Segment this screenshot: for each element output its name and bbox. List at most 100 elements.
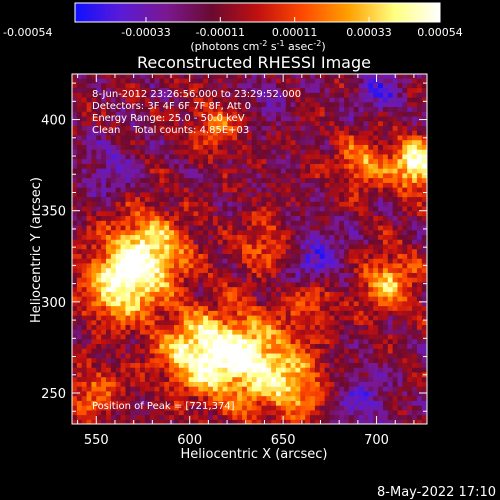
heatmap-pixel [276, 371, 282, 378]
heatmap-pixel [246, 234, 253, 240]
heatmap-pixel [174, 296, 180, 302]
heatmap-pixel [402, 395, 408, 401]
heatmap-pixel [392, 224, 399, 231]
heatmap-pixel [159, 120, 165, 127]
heatmap-pixel [91, 319, 97, 326]
heatmap-pixel [421, 286, 427, 292]
heatmap-pixel [212, 338, 219, 345]
heatmap-pixel [174, 286, 180, 292]
heatmap-pixel [72, 300, 78, 307]
heatmap-pixel [392, 120, 399, 127]
heatmap-pixel [217, 215, 224, 221]
heatmap-pixel [407, 281, 413, 288]
heatmap-pixel [208, 338, 214, 345]
heatmap-pixel [81, 267, 88, 273]
heatmap-pixel [110, 168, 117, 174]
heatmap-pixel [373, 409, 379, 416]
heatmap-pixel [106, 267, 112, 273]
heatmap-pixel [208, 163, 214, 169]
heatmap-pixel [363, 386, 369, 392]
heatmap-pixel [169, 125, 175, 131]
heatmap-pixel [212, 343, 219, 349]
heatmap-pixel [169, 115, 175, 122]
heatmap-pixel [324, 324, 331, 330]
heatmap-pixel [164, 400, 170, 406]
heatmap-pixel [251, 395, 258, 401]
heatmap-pixel [348, 267, 355, 273]
heatmap-pixel [169, 343, 175, 349]
heatmap-pixel [387, 139, 394, 145]
heatmap-pixel [324, 319, 331, 326]
heatmap-pixel [208, 224, 214, 231]
heatmap-pixel [72, 253, 78, 259]
heatmap-pixel [387, 262, 394, 269]
heatmap-pixel [290, 381, 297, 387]
heatmap-pixel [81, 153, 88, 160]
heatmap-pixel [407, 414, 413, 420]
heatmap-pixel [402, 419, 408, 424]
heatmap-pixel [276, 400, 282, 406]
heatmap-pixel [188, 172, 195, 179]
heatmap-pixel [135, 300, 141, 307]
heatmap-pixel [125, 310, 131, 316]
heatmap-pixel [144, 262, 151, 269]
heatmap-pixel [164, 134, 170, 141]
heatmap-pixel [222, 400, 229, 406]
heatmap-pixel [86, 191, 93, 198]
heatmap-pixel [348, 130, 355, 136]
heatmap-pixel [256, 329, 263, 335]
heatmap-pixel [266, 106, 272, 112]
heatmap-pixel [125, 168, 131, 174]
heatmap-pixel [305, 182, 311, 188]
heatmap-pixel [188, 348, 195, 354]
heatmap-pixel [421, 414, 427, 420]
heatmap-pixel [212, 281, 219, 288]
heatmap-pixel [246, 329, 253, 335]
heatmap-pixel [348, 405, 355, 411]
heatmap-pixel [324, 400, 331, 406]
heatmap-pixel [387, 367, 394, 373]
heatmap-pixel [101, 262, 107, 269]
heatmap-pixel [407, 390, 413, 397]
heatmap-pixel [135, 272, 141, 278]
heatmap-pixel [174, 158, 180, 164]
heatmap-pixel [324, 343, 331, 349]
heatmap-pixel [164, 338, 170, 345]
heatmap-pixel [382, 409, 389, 416]
heatmap-pixel [407, 125, 413, 131]
heatmap-pixel [110, 177, 117, 183]
heatmap-pixel [125, 158, 131, 164]
heatmap-pixel [193, 177, 199, 183]
heatmap-pixel [387, 220, 394, 226]
heatmap-pixel [227, 224, 233, 231]
heatmap-pixel [378, 168, 384, 174]
heatmap-pixel [412, 262, 418, 269]
heatmap-pixel [266, 172, 272, 179]
heatmap-pixel [246, 243, 253, 250]
heatmap-pixel [237, 144, 243, 150]
heatmap-pixel [130, 395, 136, 401]
heatmap-pixel [310, 243, 316, 250]
heatmap-pixel [348, 196, 355, 202]
heatmap-pixel [285, 130, 292, 136]
heatmap-pixel [407, 215, 413, 221]
heatmap-pixel [271, 177, 277, 183]
heatmap-pixel [280, 220, 287, 226]
heatmap-pixel [91, 125, 97, 131]
heatmap-pixel [115, 111, 122, 117]
heatmap-pixel [329, 324, 335, 330]
heatmap-pixel [290, 300, 297, 307]
heatmap-pixel [198, 333, 204, 340]
heatmap-pixel [174, 281, 180, 288]
heatmap-pixel [115, 253, 122, 259]
heatmap-pixel [96, 248, 102, 254]
heatmap-pixel [368, 277, 374, 283]
heatmap-pixel [290, 182, 297, 188]
heatmap-pixel [334, 134, 340, 141]
heatmap-pixel [387, 243, 394, 250]
heatmap-pixel [188, 177, 195, 183]
heatmap-pixel [334, 310, 340, 316]
heatmap-pixel [96, 267, 102, 273]
heatmap-pixel [373, 395, 379, 401]
heatmap-pixel [125, 371, 131, 378]
